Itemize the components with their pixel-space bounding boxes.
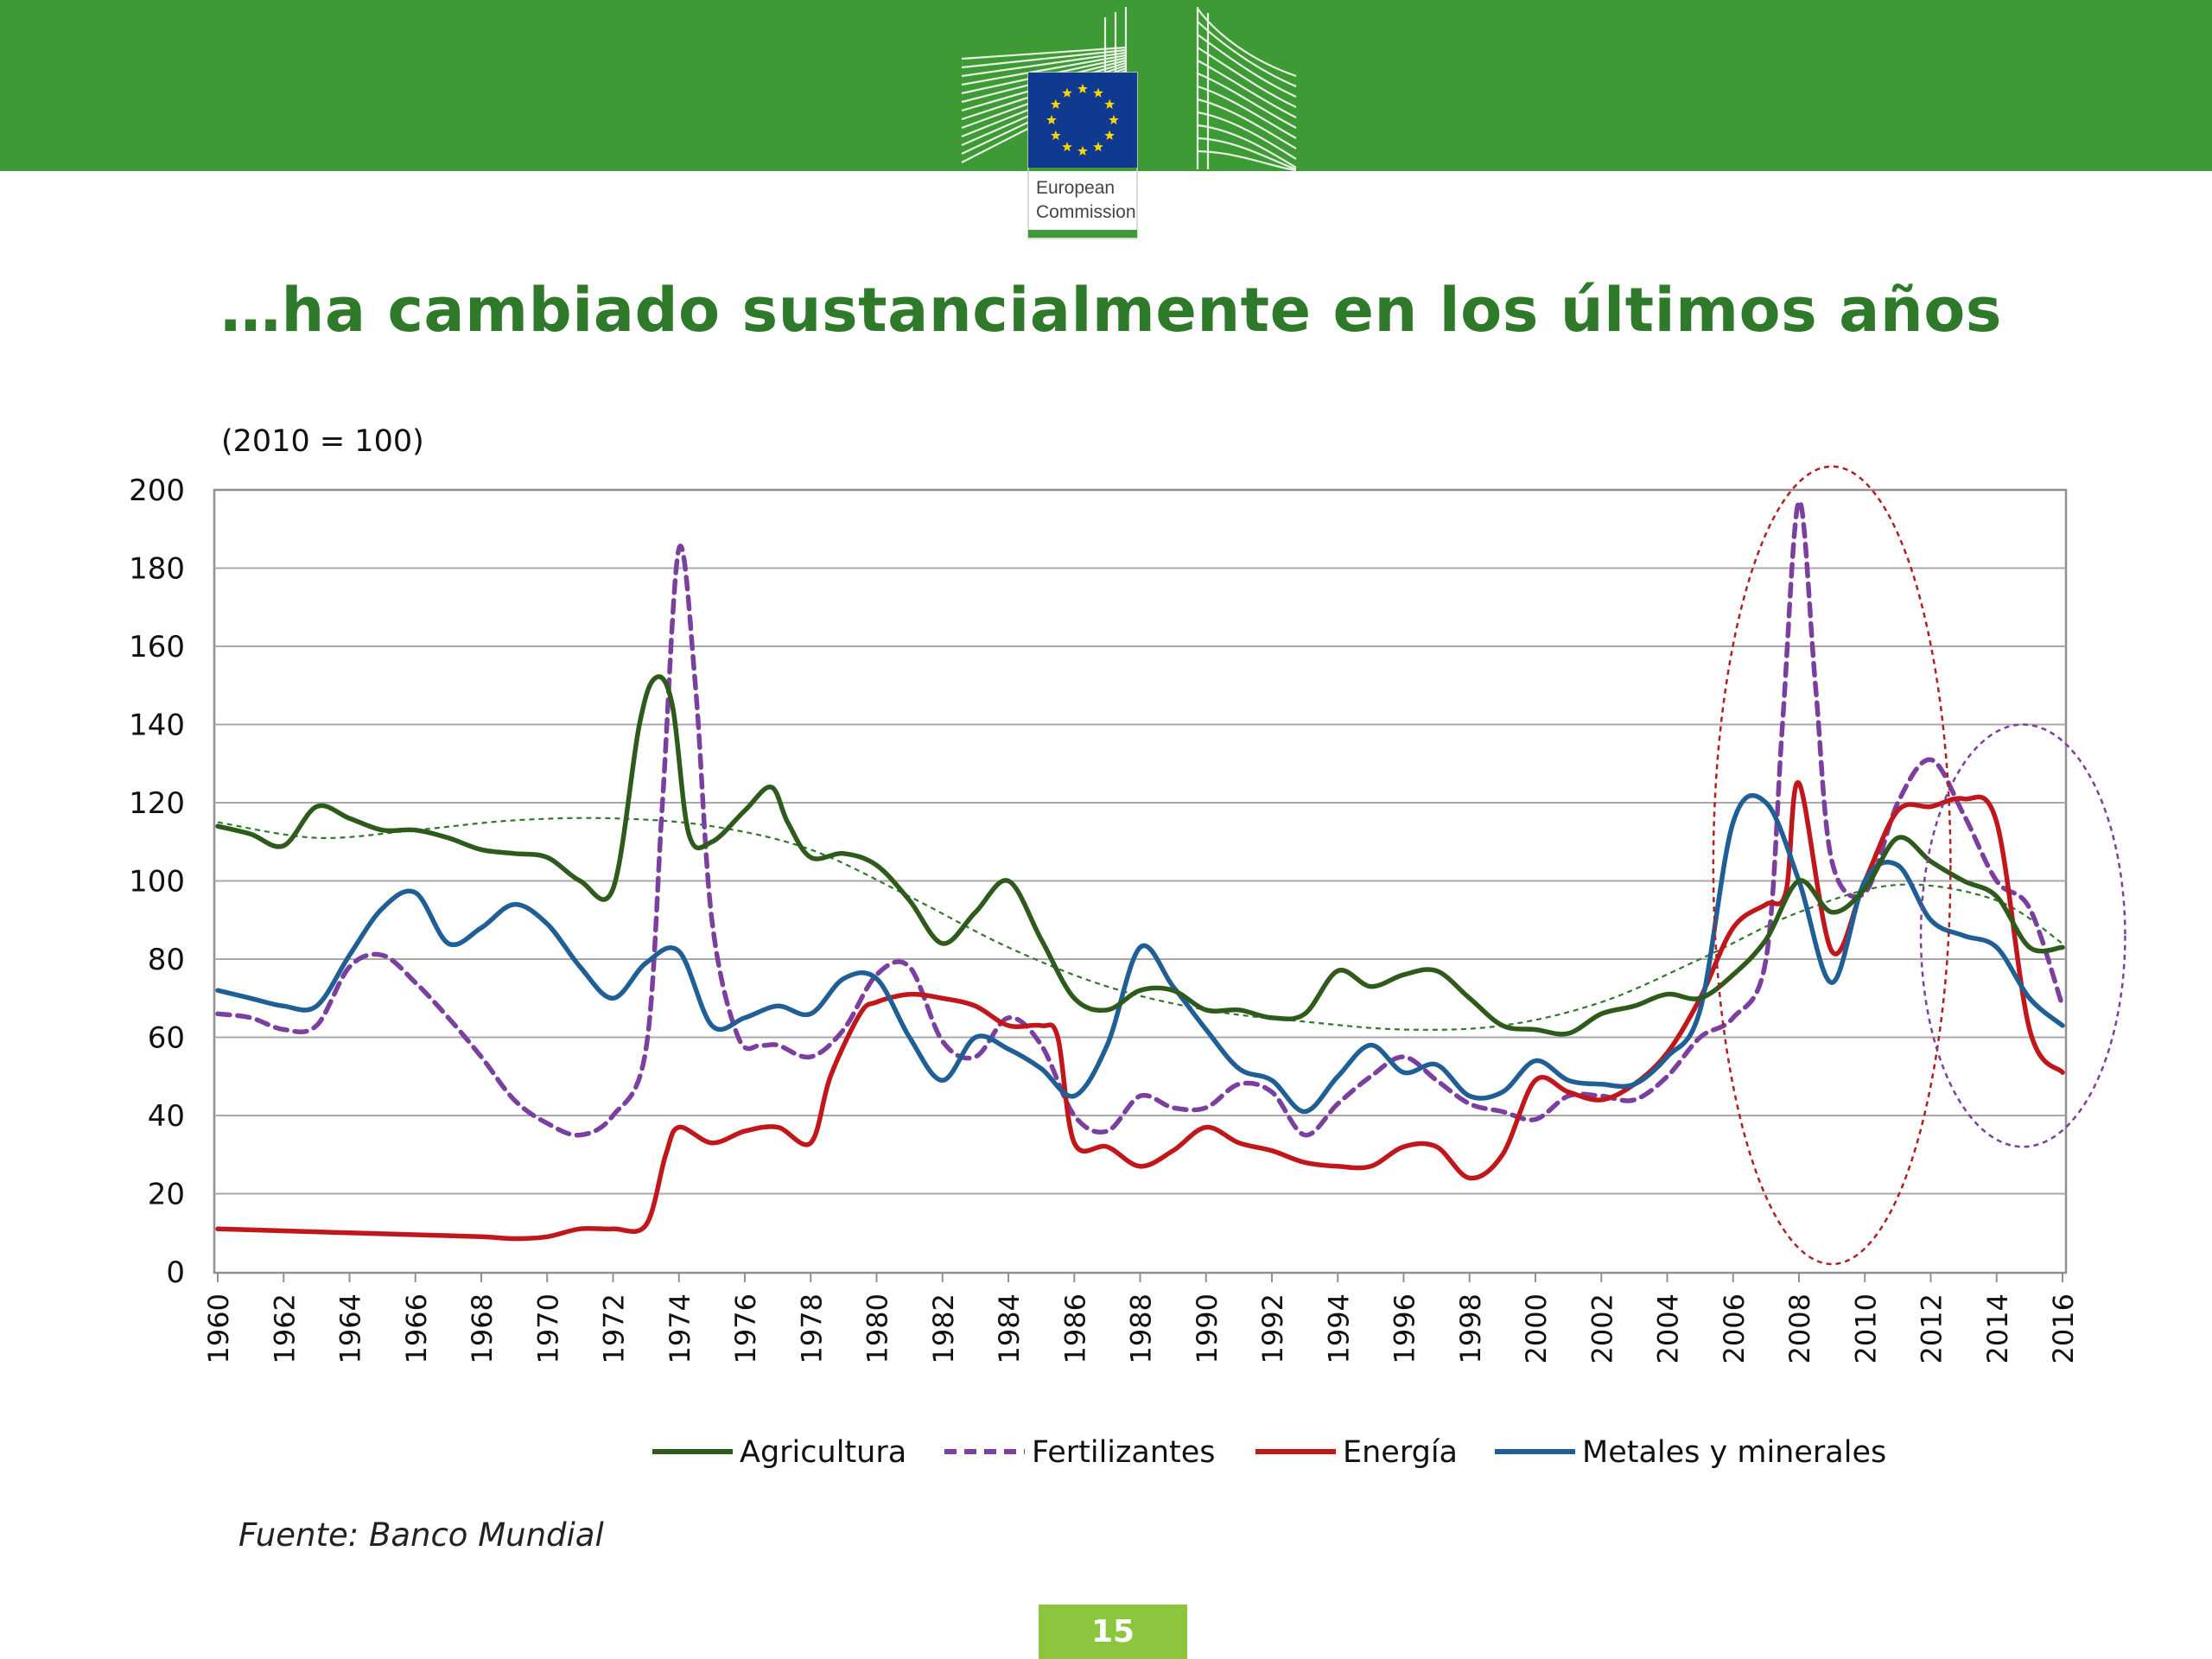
x-tick-label: 1986 [1058, 1294, 1091, 1363]
logo-green-strip [1028, 230, 1137, 238]
series-line-agricultura [215, 674, 2065, 1037]
y-tick-label: 120 [129, 786, 185, 821]
x-tick-label: 2000 [1520, 1294, 1553, 1363]
gridlines [214, 567, 2066, 1195]
y-tick-label: 140 [129, 709, 185, 743]
eu-star [1050, 130, 1061, 140]
x-tick-label: 1964 [334, 1294, 367, 1363]
y-tick-label: 100 [129, 865, 185, 899]
eu-star [1104, 99, 1116, 109]
x-tick-label: 1998 [1454, 1294, 1487, 1363]
x-tick-label: 2004 [1652, 1294, 1685, 1363]
logo-line2: Commission [1036, 202, 1136, 222]
logo-line1: European [1036, 178, 1115, 198]
y-axis-ticks: 0 20 40 60 80 100 120 140 160 180 200 [129, 474, 185, 1290]
x-tick-label: 2014 [1981, 1294, 2014, 1363]
x-tick-label: 1974 [664, 1294, 696, 1363]
logo-label-box [1028, 177, 1137, 238]
y-tick-label: 0 [166, 1255, 185, 1290]
y-tick-label: 60 [148, 1021, 185, 1056]
building-lines-right [1196, 7, 1297, 172]
x-tick-label: 1976 [729, 1294, 762, 1363]
x-tick-label: 1966 [400, 1294, 433, 1363]
series-line-metales-y-minerales [215, 792, 2065, 1115]
x-tick-label: 1978 [795, 1294, 828, 1363]
eu-stars [1046, 83, 1119, 156]
eu-star [1093, 87, 1103, 98]
eu-star [1046, 114, 1057, 124]
x-tick-label: 2002 [1586, 1294, 1618, 1363]
eu-star [1062, 142, 1072, 152]
legend-label: Agricultura [740, 1435, 906, 1470]
chart-legend: Agricultura Fertilizantes Energía Metales y… [652, 1435, 1886, 1470]
european-commission-logo: European Commission [961, 7, 1297, 239]
highlight-ellipse [1919, 723, 2126, 1148]
page-number: 15 [1039, 1605, 1187, 1659]
slide-title: …ha cambiado sustancialmente en los últi… [220, 275, 2002, 346]
x-tick-label: 2006 [1718, 1294, 1751, 1363]
eu-star [1093, 142, 1103, 152]
highlight-ellipse [1712, 465, 1952, 1266]
x-tick-label: 1960 [202, 1294, 235, 1363]
y-tick-label: 20 [148, 1178, 185, 1212]
x-tick-label: 1962 [268, 1294, 301, 1363]
eu-star [1077, 145, 1088, 156]
data-series [215, 499, 2065, 1242]
y-tick-label: 40 [148, 1099, 185, 1134]
x-tick-label: 1970 [531, 1294, 564, 1363]
series-line-fertilizantes [215, 499, 2065, 1138]
series-line-energ-a [215, 780, 2065, 1242]
legend-label: Fertilizantes [1032, 1435, 1216, 1470]
y-tick-label: 160 [129, 630, 185, 664]
x-tick-label: 2016 [2047, 1294, 2080, 1363]
x-tick-label: 1994 [1322, 1294, 1355, 1363]
highlight-ellipses [1712, 465, 2126, 1266]
eu-star [1104, 130, 1116, 140]
source-note: Fuente: Banco Mundial [238, 1516, 604, 1554]
y-tick-label: 180 [129, 552, 185, 587]
y-tick-label: 200 [129, 474, 185, 508]
x-tick-label: 1996 [1389, 1294, 1421, 1363]
legend-label: Energía [1343, 1435, 1458, 1470]
x-tick-label: 1988 [1125, 1294, 1158, 1363]
x-tick-label: 2008 [1783, 1294, 1816, 1363]
x-axis-ticks: 1960 1962 1964 1966 1968 1970 1972 1974 1976 1978… [202, 1272, 2080, 1363]
y-tick-label: 80 [148, 943, 185, 977]
x-tick-label: 1968 [466, 1294, 499, 1363]
eu-star [1077, 83, 1088, 93]
x-tick-label: 1972 [598, 1294, 631, 1363]
price-index-chart: (2010 = 100) 0 20 40 60 80 100 120 140 160 180 200… [129, 424, 2126, 1470]
legend-label: Metales y minerales [1582, 1435, 1886, 1470]
x-tick-label: 1982 [927, 1294, 960, 1363]
eu-star [1109, 114, 1119, 124]
eu-star [1050, 99, 1061, 109]
x-tick-label: 1992 [1256, 1294, 1289, 1363]
x-tick-label: 1990 [1191, 1294, 1224, 1363]
x-tick-label: 2010 [1849, 1294, 1882, 1363]
x-tick-label: 1980 [861, 1294, 894, 1363]
eu-star [1062, 87, 1072, 98]
x-tick-label: 2012 [1916, 1294, 1948, 1363]
y-axis-label: (2010 = 100) [221, 424, 424, 459]
x-tick-label: 1984 [993, 1294, 1026, 1363]
